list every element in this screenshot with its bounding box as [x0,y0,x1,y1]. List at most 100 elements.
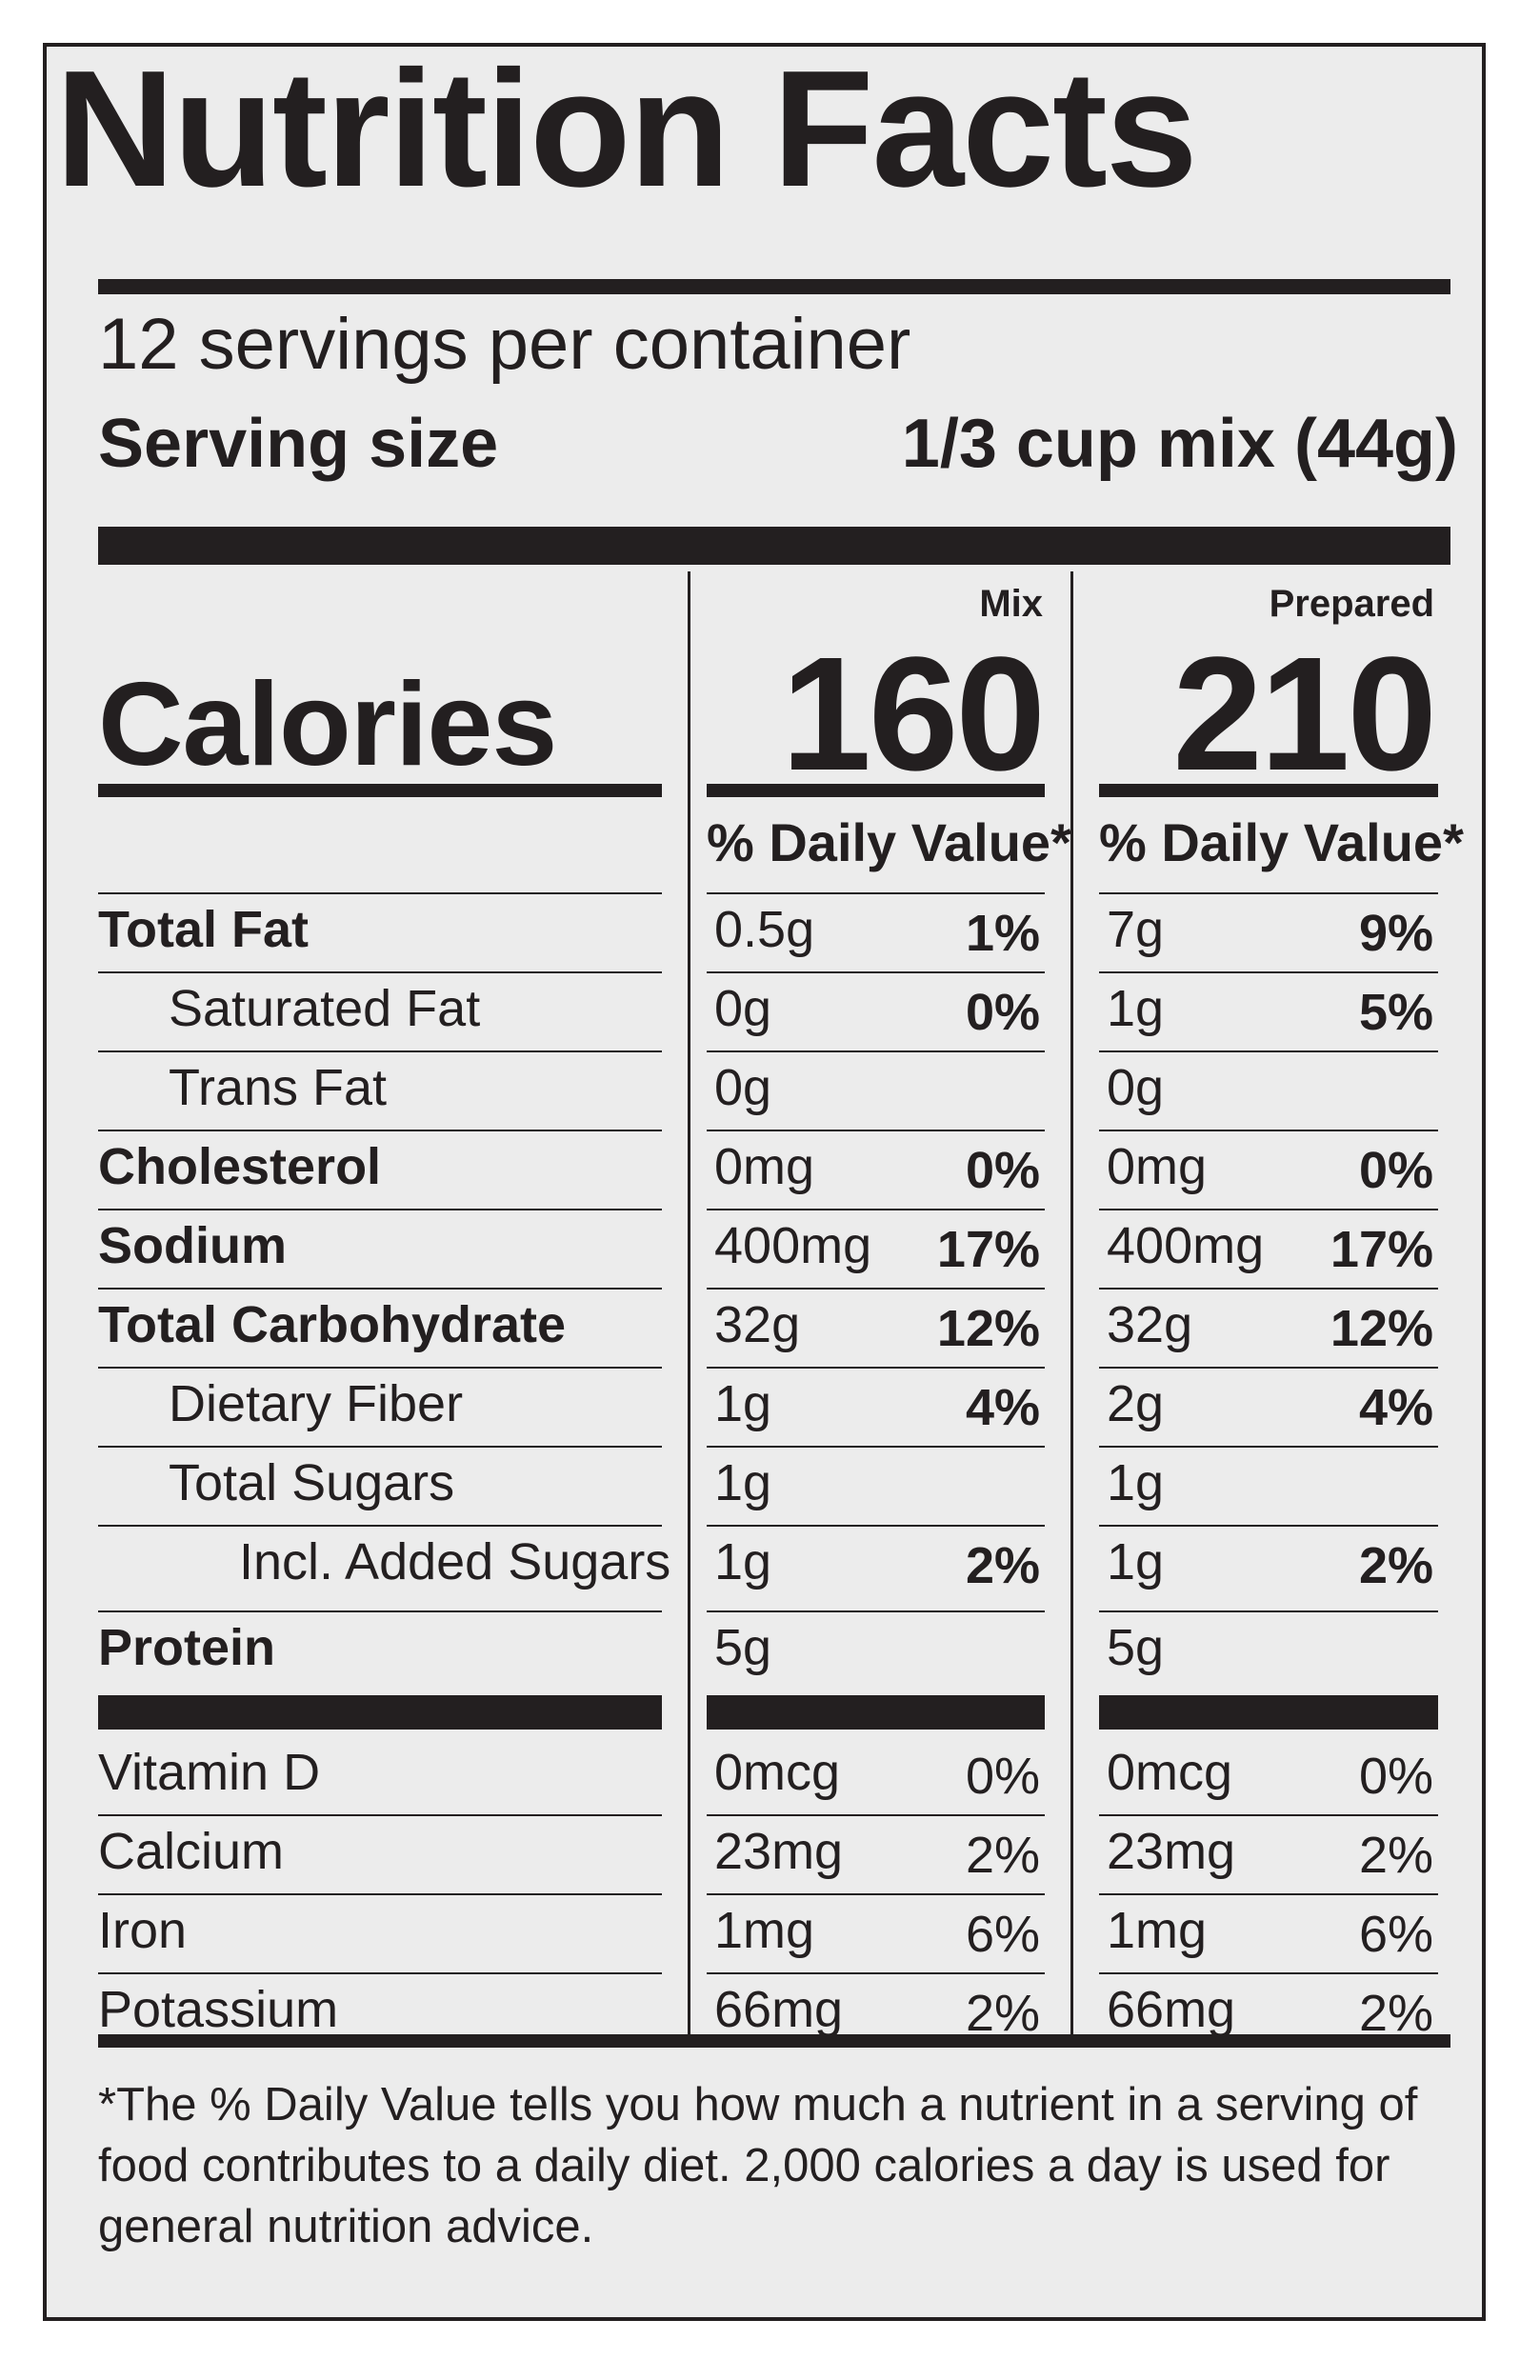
nutrient-2-name: Trans Fat [169,1059,388,1116]
row-rule [1099,1288,1438,1290]
row-rule [1099,1130,1438,1131]
nutrient-0-mix-amount: 0.5g [714,901,815,958]
row-rule [1099,1367,1438,1369]
nutrient-1-prepared-amount: 1g [1107,980,1165,1037]
calories-prepared: 210 [1172,624,1437,805]
row-rule [98,1446,662,1448]
nutrient-1-prepared-dv: 5% [1358,984,1433,1041]
row-rule [707,1814,1045,1816]
vitamin-1-prepared-amount: 23mg [1107,1823,1236,1880]
row-rule [98,971,662,973]
row-rule [707,892,1045,894]
nutrient-8-name: Incl. Added Sugars [239,1533,671,1590]
row-rule [1099,1209,1438,1210]
row-rule [707,1130,1045,1131]
vitamin-1-name: Calcium [98,1823,285,1880]
column-header-prepared: Prepared [1269,583,1434,625]
column-divider-mix [688,571,690,2043]
vitamin-3-name: Potassium [98,1981,339,2038]
nutrient-5-mix-dv: 12% [936,1300,1040,1357]
nutrient-1-name: Saturated Fat [169,980,481,1037]
calories-label: Calories [98,659,557,790]
vitamin-2-mix-dv: 6% [965,1906,1040,1963]
row-rule [98,1972,662,1974]
vitamin-rule [98,1695,662,1730]
serving-size-rule [98,527,1450,565]
nutrition-label [43,43,1486,2321]
row-rule [707,1610,1045,1612]
row-rule [98,1525,662,1527]
calories-mix: 160 [781,624,1046,805]
nutrient-9-prepared-amount: 5g [1107,1619,1165,1676]
servings-per-container: 12 servings per container [98,304,911,385]
row-rule [98,1130,662,1131]
nutrient-7-mix-amount: 1g [714,1454,772,1511]
nutrient-3-mix-amount: 0mg [714,1138,815,1195]
row-rule [98,1610,662,1612]
calories-rule-mix [707,784,1045,797]
nutrient-5-name: Total Carbohydrate [98,1296,567,1353]
vitamin-1-mix-dv: 2% [965,1827,1040,1884]
row-rule [98,892,662,894]
vitamin-2-prepared-amount: 1mg [1107,1902,1208,1959]
nutrient-4-name: Sodium [98,1217,287,1274]
nutrient-8-mix-amount: 1g [714,1533,772,1590]
label-title: Nutrition Facts [55,35,1198,221]
nutrient-5-prepared-amount: 32g [1107,1296,1193,1353]
vitamin-1-prepared-dv: 2% [1358,1827,1433,1884]
calories-rule-prepared [1099,784,1438,797]
row-rule [1099,1525,1438,1527]
row-rule [1099,1610,1438,1612]
nutrient-3-name: Cholesterol [98,1138,382,1195]
serving-size-label: Serving size [98,406,499,482]
title-rule [98,279,1450,294]
dv-header-prepared: % Daily Value* [1099,812,1464,872]
vitamin-0-prepared-dv: 0% [1358,1748,1433,1805]
vitamin-0-mix-dv: 0% [965,1748,1040,1805]
nutrient-0-mix-dv: 1% [965,905,1040,962]
nutrient-2-prepared-amount: 0g [1107,1059,1165,1116]
nutrient-0-prepared-dv: 9% [1358,905,1433,962]
row-rule [98,1209,662,1210]
serving-size-value: 1/3 cup mix (44g) [901,406,1458,482]
nutrient-5-mix-amount: 32g [714,1296,801,1353]
row-rule [707,1446,1045,1448]
nutrient-9-name: Protein [98,1619,276,1676]
nutrient-6-prepared-dv: 4% [1358,1379,1433,1436]
row-rule [707,1050,1045,1052]
row-rule [98,1288,662,1290]
nutrient-9-mix-amount: 5g [714,1619,772,1676]
label-header: Nutrition Facts [55,46,1408,227]
nutrient-4-prepared-amount: 400mg [1107,1217,1265,1274]
nutrient-4-prepared-dv: 17% [1330,1221,1433,1278]
row-rule [1099,1893,1438,1895]
row-rule [1099,1814,1438,1816]
row-rule [707,1525,1045,1527]
row-rule [98,1893,662,1895]
vitamin-3-mix-dv: 2% [965,1985,1040,2042]
vitamin-0-mix-amount: 0mcg [714,1744,841,1801]
nutrient-1-mix-amount: 0g [714,980,772,1037]
vitamin-0-prepared-amount: 0mcg [1107,1744,1233,1801]
serving-size-row: Serving size 1/3 cup mix (44g) [98,405,1458,483]
vitamin-3-prepared-dv: 2% [1358,1985,1433,2042]
row-rule [707,1972,1045,1974]
nutrient-2-mix-amount: 0g [714,1059,772,1116]
row-rule [707,971,1045,973]
calories-rule-name [98,784,662,797]
nutrient-6-name: Dietary Fiber [169,1375,464,1432]
vitamin-2-name: Iron [98,1902,188,1959]
dv-header-mix: % Daily Value* [707,812,1071,872]
nutrient-7-prepared-amount: 1g [1107,1454,1165,1511]
vitamin-rule [707,1695,1045,1730]
column-header-mix: Mix [979,583,1043,625]
nutrient-8-mix-dv: 2% [965,1537,1040,1594]
nutrient-4-mix-amount: 400mg [714,1217,872,1274]
nutrient-6-mix-dv: 4% [965,1379,1040,1436]
nutrient-6-mix-amount: 1g [714,1375,772,1432]
row-rule [707,1367,1045,1369]
vitamin-2-mix-amount: 1mg [714,1902,815,1959]
vitamin-1-mix-amount: 23mg [714,1823,844,1880]
nutrient-3-prepared-dv: 0% [1358,1142,1433,1199]
row-rule [98,1814,662,1816]
